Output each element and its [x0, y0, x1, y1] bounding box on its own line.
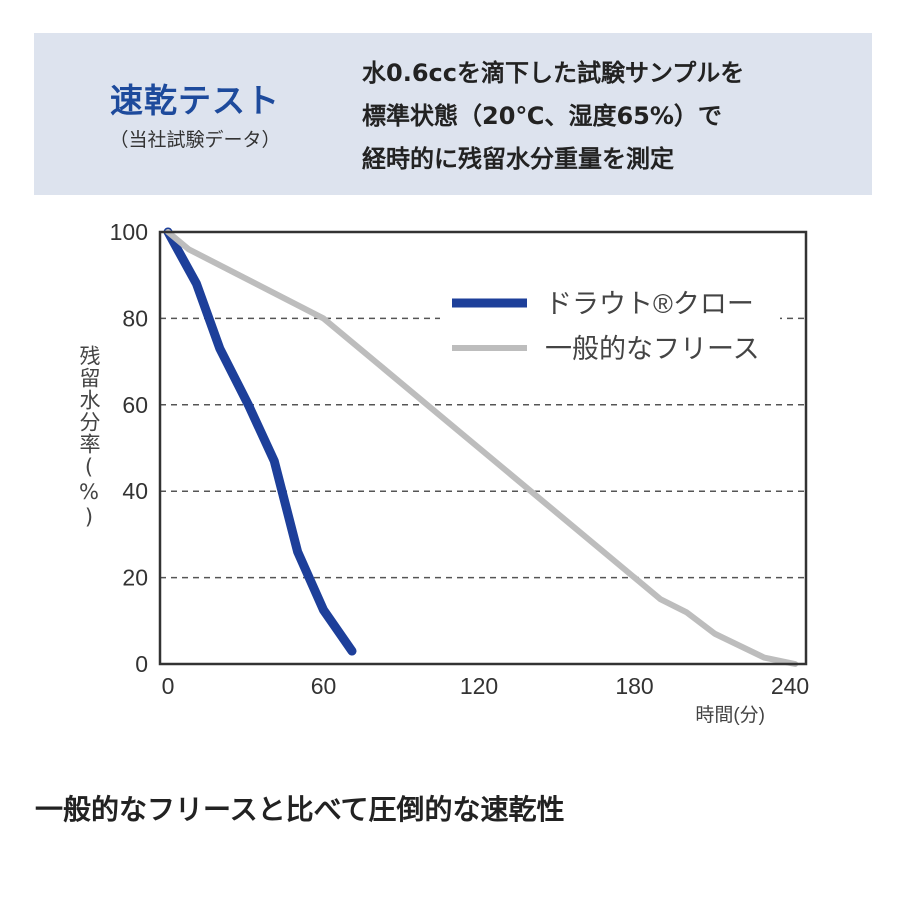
y-tick-label: 40 [122, 478, 148, 504]
description-line: 標準状態（20℃、湿度65%）で [362, 102, 722, 130]
x-tick-label: 60 [311, 673, 337, 699]
series-line [165, 229, 799, 667]
x-tick-label: 240 [771, 673, 809, 699]
y-tick-label: 80 [122, 305, 148, 331]
plot-frame [158, 230, 808, 666]
x-tick-label: 0 [162, 673, 175, 699]
header-description: 水0.6ccを滴下した試験サンプルを 標準状態（20℃、湿度65%）で 経時的に… [362, 52, 744, 181]
description-line: 経時的に残留水分重量を測定 [362, 145, 674, 173]
legend-label: ドラウト®クロー [545, 289, 754, 319]
header-panel [34, 33, 872, 195]
y-tick-label: 60 [122, 392, 148, 418]
x-tick-label: 120 [460, 673, 498, 699]
legend-label: 一般的なフリース [545, 334, 760, 364]
description-line: 水0.6ccを滴下した試験サンプルを [362, 59, 745, 87]
x-axis-label: 時間(分) [695, 704, 765, 726]
header-title: 速乾テスト [110, 81, 280, 120]
x-tick-label: 180 [615, 673, 653, 699]
header-subtitle: （当社試験データ） [109, 129, 281, 151]
y-axis-label: 残留水分率(%) [77, 345, 101, 530]
y-tick-label: 20 [122, 565, 148, 591]
drying-chart: 0 20 40 60 80 100 0 60 120 180 240 ドラウト®クロー一般的なフリー… [110, 219, 810, 726]
series-line [163, 227, 357, 656]
y-tick-label: 100 [110, 219, 148, 245]
y-tick-label: 0 [135, 651, 148, 677]
footer-text: 一般的なフリースと比べて圧倒的な速乾性 [35, 793, 565, 826]
